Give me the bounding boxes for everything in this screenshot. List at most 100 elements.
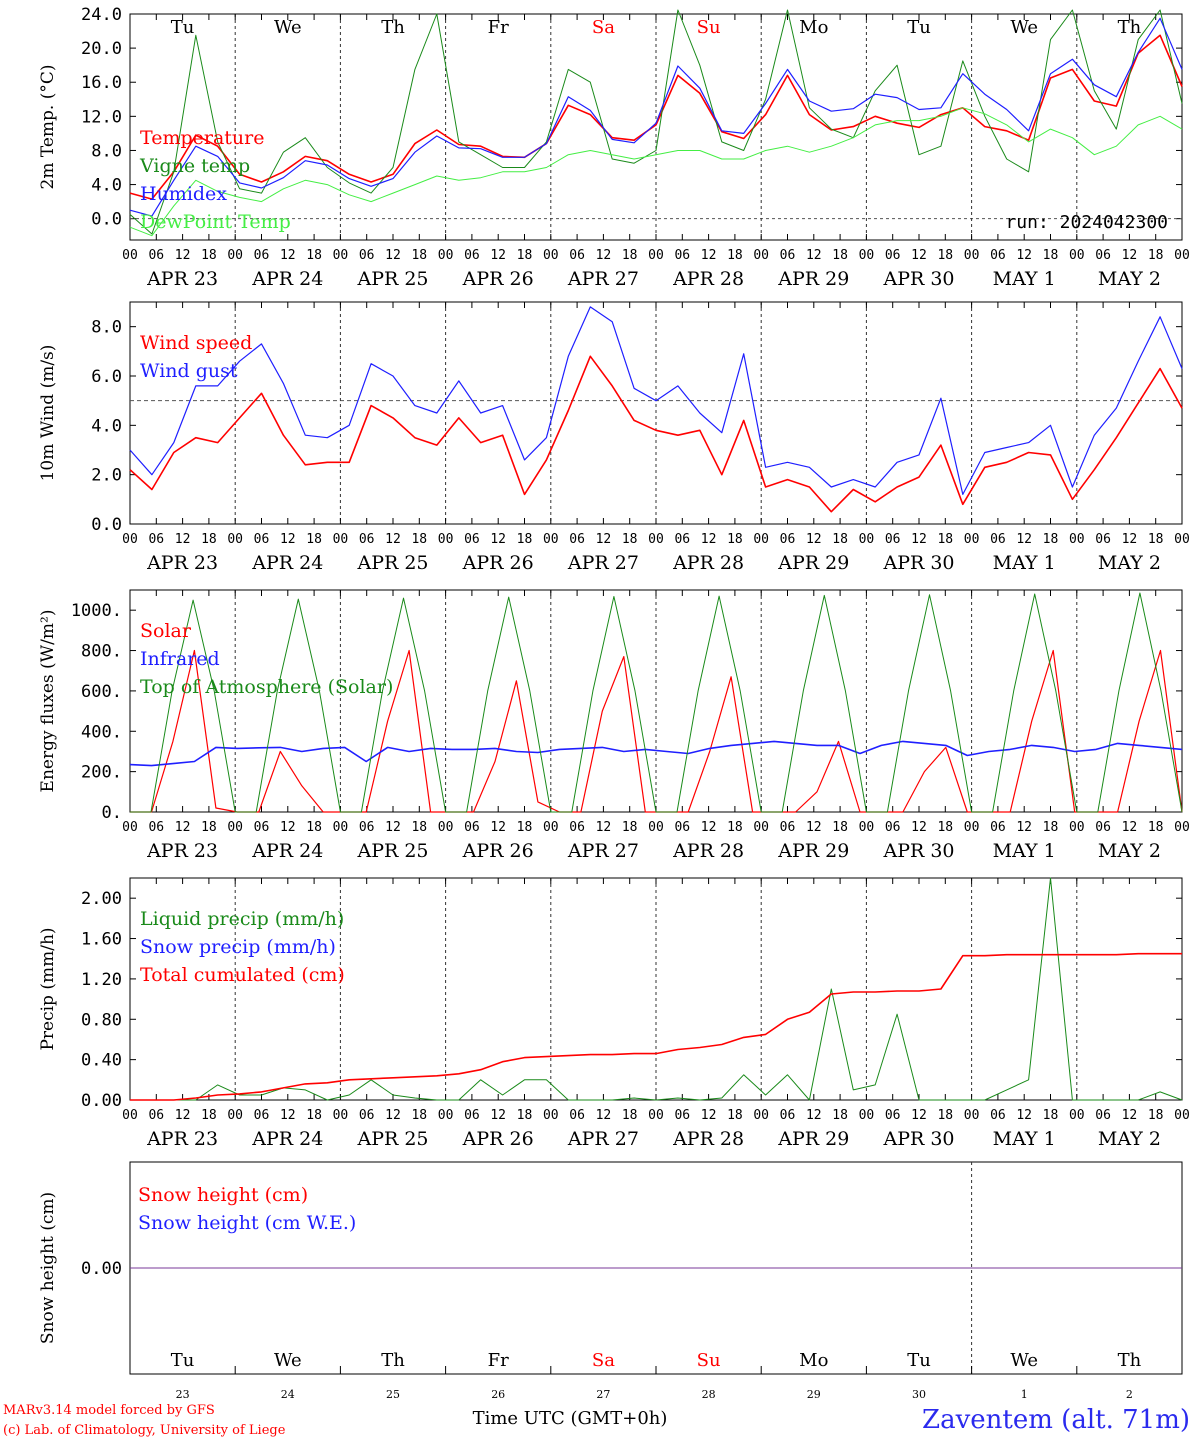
hour-label: 00 [1174, 820, 1190, 835]
hour-label: 12 [806, 1108, 822, 1123]
hour-label: 12 [596, 532, 612, 547]
day-name: Th [381, 17, 405, 38]
hour-label: 06 [359, 532, 375, 547]
hour-label: 00 [333, 248, 349, 263]
hour-label: 06 [254, 532, 270, 547]
y-axis-label: Energy fluxes (W/m²) [38, 610, 58, 793]
hour-label: 06 [674, 1108, 690, 1123]
hour-label: 18 [411, 248, 427, 263]
y-tick-label: 0.0 [91, 515, 122, 535]
hour-label: 18 [1043, 1108, 1059, 1123]
hour-label: 12 [806, 248, 822, 263]
hour-label: 06 [359, 1108, 375, 1123]
legend-entry: Total cumulated (cm) [140, 964, 345, 986]
hour-label: 12 [911, 820, 927, 835]
date-label: MAY 1 [993, 268, 1056, 290]
series-line [129, 355, 1183, 513]
hour-label: 18 [937, 1108, 953, 1123]
hour-label: 12 [1122, 248, 1138, 263]
hour-label: 00 [859, 248, 875, 263]
series-line [129, 34, 1183, 200]
y-tick-label: 0.0 [91, 210, 122, 230]
hour-label: 06 [569, 1108, 585, 1123]
panel-2: 0.0 2.0 4.0 6.0 8.0 10m Wind (m/s) 00 06 12 18 00 0… [38, 301, 1190, 574]
hour-label: 12 [280, 820, 296, 835]
hour-label: 12 [490, 532, 506, 547]
hour-label: 00 [122, 532, 138, 547]
hour-label: 06 [885, 532, 901, 547]
hour-label: 06 [780, 820, 796, 835]
hour-label: 00 [1174, 1108, 1190, 1123]
y-tick-label: 8.0 [91, 318, 122, 338]
series-line [129, 306, 1183, 495]
hour-label: 12 [175, 1108, 191, 1123]
date-label: APR 28 [672, 552, 744, 574]
hour-label: 00 [333, 820, 349, 835]
hour-label: 00 [753, 248, 769, 263]
credit-line-1: MARv3.14 model forced by GFS [3, 1403, 215, 1418]
hour-label: 06 [990, 820, 1006, 835]
date-label: APR 26 [462, 1128, 534, 1150]
hour-label: 18 [1043, 248, 1059, 263]
legend-entry: Temperature [140, 127, 264, 149]
y-tick-label: 16.0 [81, 73, 122, 93]
y-tick-label: 12.0 [81, 107, 122, 127]
day-name: Mo [799, 17, 828, 38]
hour-label: 06 [780, 1108, 796, 1123]
y-tick-label: 0.00 [81, 1091, 122, 1111]
hour-label: 00 [964, 1108, 980, 1123]
hour-label: 12 [280, 532, 296, 547]
date-label: APR 27 [567, 552, 639, 574]
hour-label: 06 [990, 1108, 1006, 1123]
hour-label: 18 [727, 820, 743, 835]
y-tick-label: 1.60 [81, 930, 122, 950]
legend-entry: Snow height (cm) [138, 1184, 308, 1206]
hour-label: 00 [964, 248, 980, 263]
day-name: We [274, 1350, 302, 1371]
day-number: 25 [386, 1388, 400, 1401]
y-tick-label: 200. [81, 763, 122, 783]
date-label: APR 26 [462, 268, 534, 290]
hour-label: 18 [306, 248, 322, 263]
y-tick-label: 24.0 [81, 5, 122, 25]
legend-entry: Snow precip (mm/h) [140, 936, 336, 958]
hour-label: 00 [438, 248, 454, 263]
legend-entry: Vigne temp [139, 155, 250, 177]
hour-label: 12 [596, 820, 612, 835]
hour-label: 12 [1016, 1108, 1032, 1123]
hour-label: 18 [517, 532, 533, 547]
hour-label: 12 [385, 820, 401, 835]
hour-label: 12 [806, 532, 822, 547]
series-line [130, 952, 1182, 1101]
hour-label: 18 [1043, 820, 1059, 835]
series-line [129, 740, 1183, 767]
y-tick-label: 2.0 [91, 466, 122, 486]
hour-label: 18 [937, 248, 953, 263]
hour-label: 12 [1122, 1108, 1138, 1123]
hour-label: 00 [964, 820, 980, 835]
credit-line-2: (c) Lab. of Climatology, University of L… [3, 1423, 286, 1438]
y-tick-label: 4.0 [91, 416, 122, 436]
day-number: 26 [491, 1388, 505, 1401]
y-tick-label: 2.00 [81, 889, 122, 909]
hour-label: 12 [911, 532, 927, 547]
hour-label: 06 [990, 248, 1006, 263]
hour-label: 18 [517, 820, 533, 835]
series-line [130, 877, 1183, 1101]
hour-label: 06 [254, 820, 270, 835]
panel-4: 0.00 0.40 0.80 1.20 1.60 2.00 Precip (mm/h) 00 0… [38, 877, 1190, 1150]
legend-entry: Snow height (cm W.E.) [138, 1212, 356, 1234]
date-label: APR 25 [356, 1128, 428, 1150]
day-name: Su [697, 1350, 721, 1371]
hour-label: 00 [753, 532, 769, 547]
hour-label: 12 [490, 248, 506, 263]
hour-label: 06 [1095, 248, 1111, 263]
hour-label: 18 [201, 532, 217, 547]
hour-label: 12 [490, 820, 506, 835]
hour-label: 12 [175, 820, 191, 835]
y-tick-label: 600. [81, 682, 122, 702]
hour-label: 06 [464, 1108, 480, 1123]
day-name: Sa [592, 17, 615, 38]
date-label: APR 23 [146, 268, 218, 290]
